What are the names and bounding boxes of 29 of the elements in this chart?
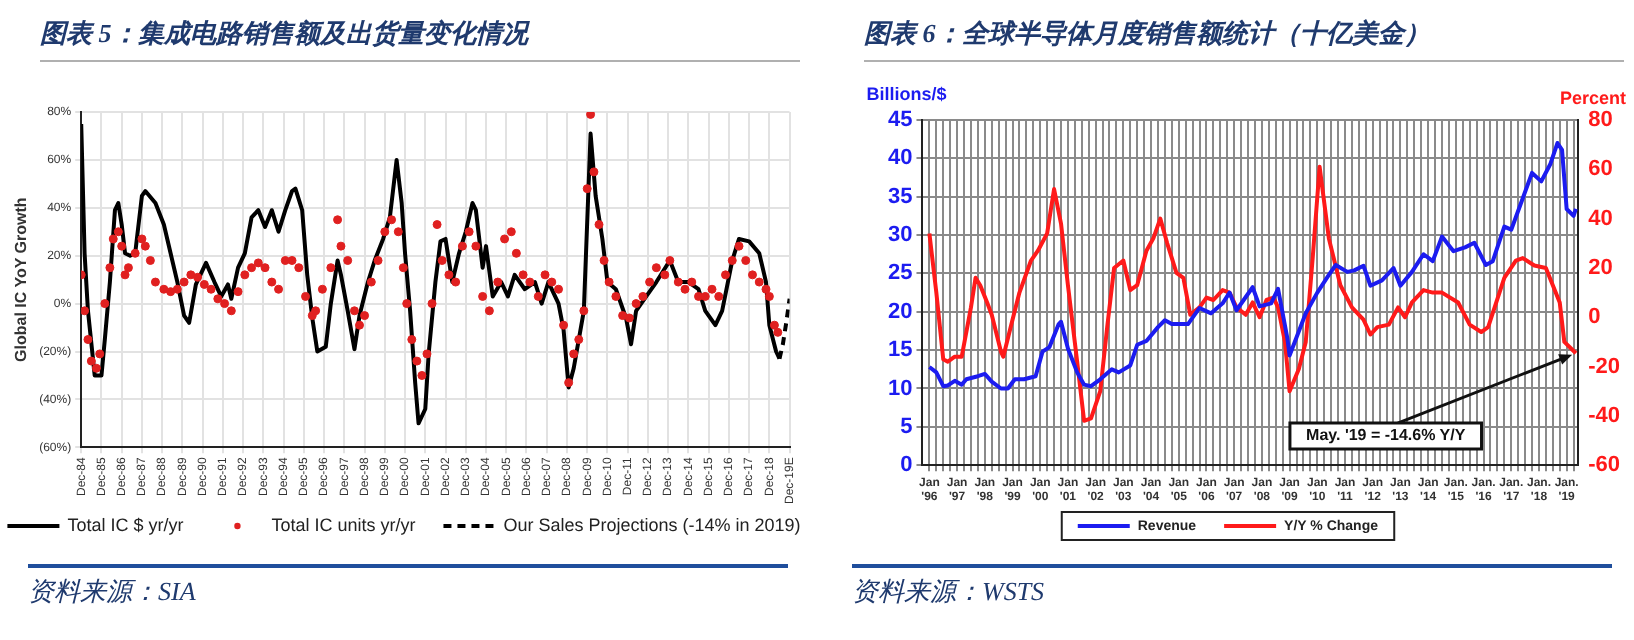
y2-tick-label: 0 <box>1588 305 1601 330</box>
y2-tick-label: 20 <box>1588 256 1613 281</box>
y2-tick-label: 60 <box>1588 157 1613 182</box>
y-tick-label: 40 <box>887 146 913 171</box>
text: 资料来源：SIA <box>28 564 788 610</box>
y-axis-title: Billions/$ <box>866 83 947 104</box>
y-tick-label: 5 <box>900 414 913 439</box>
y2-tick-label: -40 <box>1588 403 1621 428</box>
y-tick-label: 10 <box>887 376 913 401</box>
y-tick-label: 15 <box>887 338 913 363</box>
chart-title: 图表 6：全球半导体月度销售额统计（十亿美金） <box>864 16 1624 62</box>
y2-tick-label: -60 <box>1588 453 1621 478</box>
y-tick-label: 45 <box>887 108 913 133</box>
y-tick-label: 20 <box>887 299 913 324</box>
text: 资料来源：WSTS <box>852 564 1612 610</box>
y-tick-label: 30 <box>887 223 913 248</box>
annotation: May. '19 = -14.6% Y/Y <box>1306 426 1467 445</box>
legend-label: Total IC units yr/yr <box>271 514 416 535</box>
y2-axis-title: Percent <box>1559 87 1626 108</box>
legend-label: Our Sales Projections (-14% in 2019) <box>503 514 801 535</box>
y-axis-title: Global IC YoY Growth <box>12 197 31 362</box>
y2-tick-label: 80 <box>1588 108 1613 133</box>
legend-label: Total IC $ yr/yr <box>67 514 184 535</box>
y-tick-label: 25 <box>887 261 913 286</box>
y-tick-label: 35 <box>887 184 913 209</box>
y2-tick-label: -20 <box>1588 354 1621 379</box>
chart-title: 图表 5：集成电路销售额及出货量变化情况 <box>40 16 800 62</box>
y-tick-label: 0 <box>900 453 913 478</box>
y2-tick-label: 40 <box>1588 206 1613 231</box>
